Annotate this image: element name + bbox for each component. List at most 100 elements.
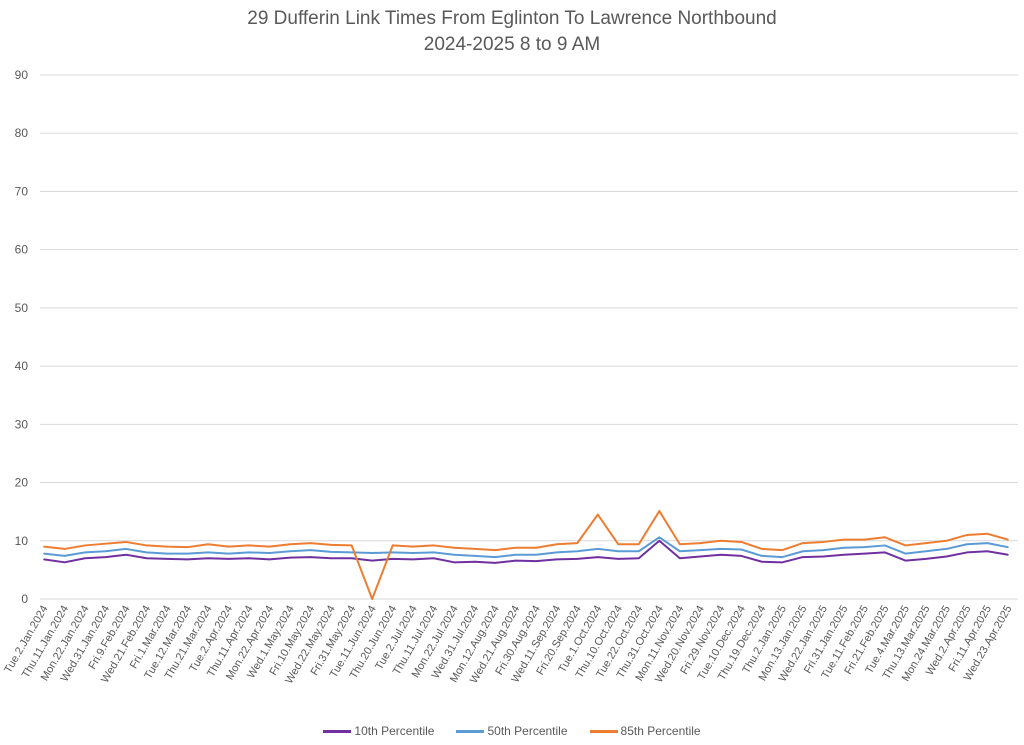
- legend-label-50th: 50th Percentile: [487, 724, 568, 738]
- data-point: [822, 541, 825, 543]
- data-point: [555, 558, 558, 561]
- data-point: [781, 561, 784, 564]
- data-point: [884, 536, 886, 539]
- legend-swatch-85th: [589, 729, 618, 733]
- data-point: [822, 555, 825, 558]
- chart-title: 29 Dufferin Link Times From Eglinton To …: [0, 6, 1024, 58]
- data-point: [125, 548, 127, 550]
- data-point: [802, 550, 804, 553]
- legend-swatch-50th: [456, 729, 485, 733]
- data-point: [453, 546, 456, 549]
- data-point: [843, 538, 845, 541]
- data-point: [514, 546, 517, 549]
- data-point: [63, 555, 66, 557]
- data-point: [781, 549, 784, 551]
- y-tick-label: 20: [15, 476, 29, 490]
- data-point: [535, 546, 538, 549]
- data-point: [104, 542, 107, 545]
- data-point: [43, 558, 45, 561]
- data-point: [391, 551, 394, 554]
- data-point: [432, 557, 435, 560]
- data-point: [330, 557, 332, 560]
- data-point: [391, 558, 394, 560]
- data-point: [740, 541, 743, 543]
- data-point: [494, 549, 497, 551]
- y-tick-label: 40: [15, 359, 29, 373]
- data-point: [843, 553, 845, 556]
- data-point: [761, 555, 763, 557]
- data-point: [473, 548, 476, 550]
- legend-label-85th: 85th Percentile: [620, 724, 701, 738]
- data-point: [84, 557, 86, 560]
- data-point: [289, 543, 291, 546]
- data-point: [125, 553, 127, 556]
- data-point: [761, 548, 763, 550]
- data-point: [679, 557, 681, 560]
- data-point: [84, 551, 86, 554]
- data-point: [535, 553, 538, 556]
- y-tick-label: 90: [15, 68, 29, 82]
- data-point: [822, 549, 825, 551]
- data-point: [699, 549, 702, 551]
- data-point: [309, 549, 312, 551]
- legend: 10th Percentile 50th Percentile 85th Per…: [0, 724, 1024, 738]
- data-point: [473, 555, 476, 557]
- data-point: [453, 553, 456, 556]
- y-tick-label: 80: [15, 126, 29, 140]
- data-point: [740, 548, 743, 551]
- chart-subtitle: 2024-2025 8 to 9 AM: [423, 34, 601, 55]
- data-point: [227, 558, 230, 560]
- data-point: [925, 542, 927, 544]
- data-point: [391, 544, 394, 547]
- y-tick-label: 10: [15, 534, 29, 548]
- data-point: [617, 558, 620, 560]
- legend-swatch-10th: [323, 729, 352, 733]
- data-point: [371, 552, 373, 554]
- data-point: [699, 542, 702, 544]
- y-tick-label: 70: [15, 184, 29, 198]
- data-point: [350, 544, 353, 547]
- data-point: [63, 561, 66, 564]
- data-point: [248, 544, 250, 547]
- data-point: [432, 544, 435, 547]
- data-point: [863, 552, 866, 555]
- data-point: [638, 543, 640, 546]
- data-point: [904, 552, 907, 555]
- y-tick-label: 60: [15, 243, 29, 257]
- data-point: [699, 555, 702, 558]
- legend-item-10th: 10th Percentile: [323, 724, 434, 738]
- y-tick-label: 30: [15, 417, 29, 431]
- data-point: [986, 550, 989, 553]
- data-point: [658, 510, 661, 512]
- data-point: [596, 556, 599, 558]
- data-point: [186, 546, 189, 548]
- data-point: [248, 551, 250, 554]
- data-point: [186, 552, 189, 555]
- data-point: [371, 559, 373, 562]
- data-point: [330, 544, 332, 546]
- data-point: [268, 552, 271, 554]
- data-point: [289, 550, 291, 553]
- data-point: [863, 546, 866, 548]
- data-point: [248, 557, 250, 560]
- data-point: [555, 551, 558, 554]
- data-point: [576, 542, 579, 544]
- data-point: [104, 550, 107, 553]
- data-point: [43, 545, 45, 548]
- data-point: [494, 562, 497, 564]
- data-point: [125, 541, 127, 543]
- data-point: [945, 555, 948, 558]
- data-point: [63, 548, 66, 550]
- data-point: [145, 544, 148, 547]
- data-point: [289, 556, 291, 559]
- data-point: [986, 532, 989, 535]
- data-point: [638, 557, 640, 560]
- data-point: [802, 556, 804, 558]
- data-point: [925, 558, 927, 560]
- data-point: [43, 552, 45, 555]
- data-point: [371, 598, 373, 600]
- data-point: [863, 538, 866, 541]
- data-point: [658, 539, 661, 542]
- data-point: [1007, 546, 1009, 548]
